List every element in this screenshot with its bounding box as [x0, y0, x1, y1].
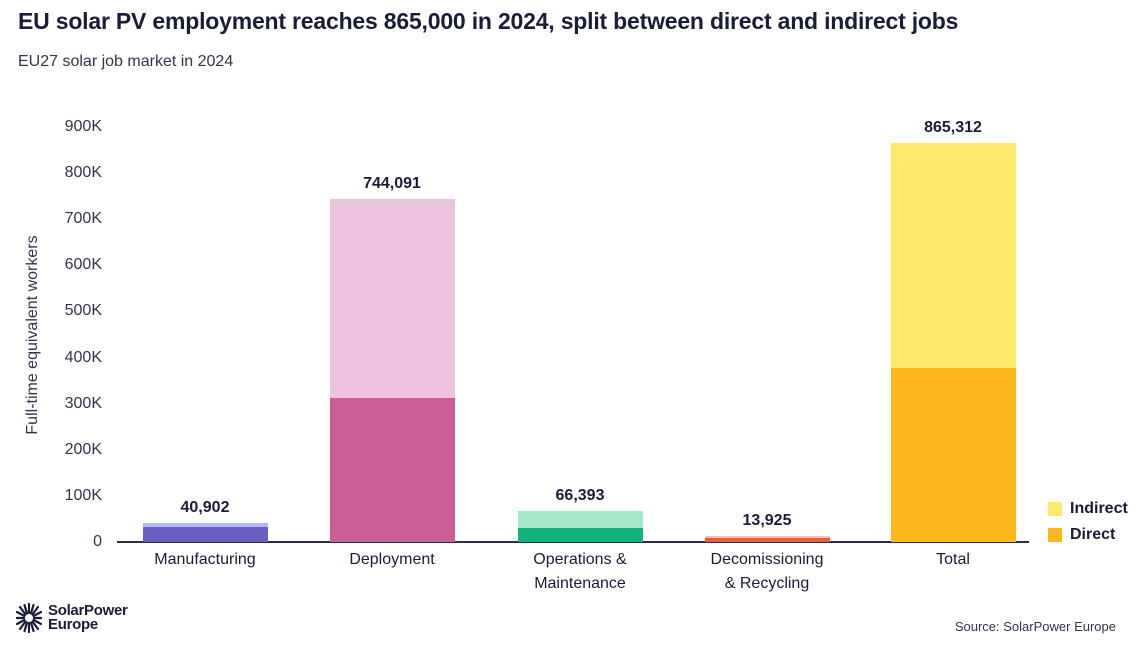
y-tick-label: 600K	[64, 256, 102, 274]
bar-total	[890, 142, 1016, 542]
direct-swatch-icon	[1048, 528, 1062, 542]
x-category-label: Decomissioning & Recycling	[710, 551, 824, 592]
y-tick-label: 0	[93, 533, 102, 550]
direct-segment	[142, 527, 268, 542]
bar-value-label: 13,925	[742, 511, 792, 529]
bar-value-label: 40,902	[180, 499, 230, 517]
x-category-label: Total	[936, 551, 970, 568]
indirect-segment	[517, 511, 643, 529]
y-axis-label: Full-time equivalent workers	[24, 235, 41, 435]
y-tick-label: 100K	[64, 486, 102, 504]
bar-operations-maintenance	[517, 511, 643, 542]
indirect-segment	[142, 523, 268, 528]
legend-item-direct: Direct	[1048, 523, 1128, 547]
bar-value-label: 744,091	[363, 174, 421, 192]
indirect-segment	[329, 198, 455, 399]
logo-line2: Europe	[48, 616, 98, 633]
sun-burst-icon	[16, 603, 42, 633]
y-tick-label: 900K	[64, 118, 102, 135]
y-tick-label: 800K	[64, 164, 102, 182]
legend-item-indirect: Indirect	[1048, 497, 1128, 521]
bar-manufacturing	[142, 523, 268, 542]
indirect-segment	[890, 142, 1016, 369]
y-tick-label: 500K	[64, 302, 102, 320]
y-tick-label: 300K	[64, 394, 102, 412]
direct-segment	[329, 398, 455, 542]
indirect-swatch-icon	[1048, 502, 1062, 516]
bar-value-label: 865,312	[924, 118, 982, 136]
indirect-segment	[704, 535, 830, 538]
legend: Indirect Direct	[1048, 497, 1128, 549]
solarpower-europe-logo: SolarPower Europe	[16, 603, 128, 633]
y-tick-label: 200K	[64, 440, 102, 458]
x-category-label: Operations & Maintenance	[533, 551, 627, 592]
direct-segment	[704, 537, 830, 542]
bar-deployment	[329, 198, 455, 542]
logo-line1: SolarPower	[48, 602, 128, 619]
direct-segment	[517, 528, 643, 542]
x-category-label: Deployment	[349, 551, 435, 568]
source-note: Source: SolarPower Europe	[954, 619, 1116, 634]
chart-title: EU solar PV employment reaches 865,000 i…	[18, 8, 959, 34]
y-tick-label: 700K	[64, 210, 102, 228]
chart-subtitle: EU27 solar job market in 2024	[18, 53, 234, 70]
y-tick-label: 400K	[64, 348, 102, 366]
bar-value-label: 66,393	[555, 487, 605, 505]
bar-decomissioning-recycling	[704, 535, 830, 542]
direct-segment	[890, 368, 1016, 542]
x-category-label: Manufacturing	[154, 551, 256, 568]
